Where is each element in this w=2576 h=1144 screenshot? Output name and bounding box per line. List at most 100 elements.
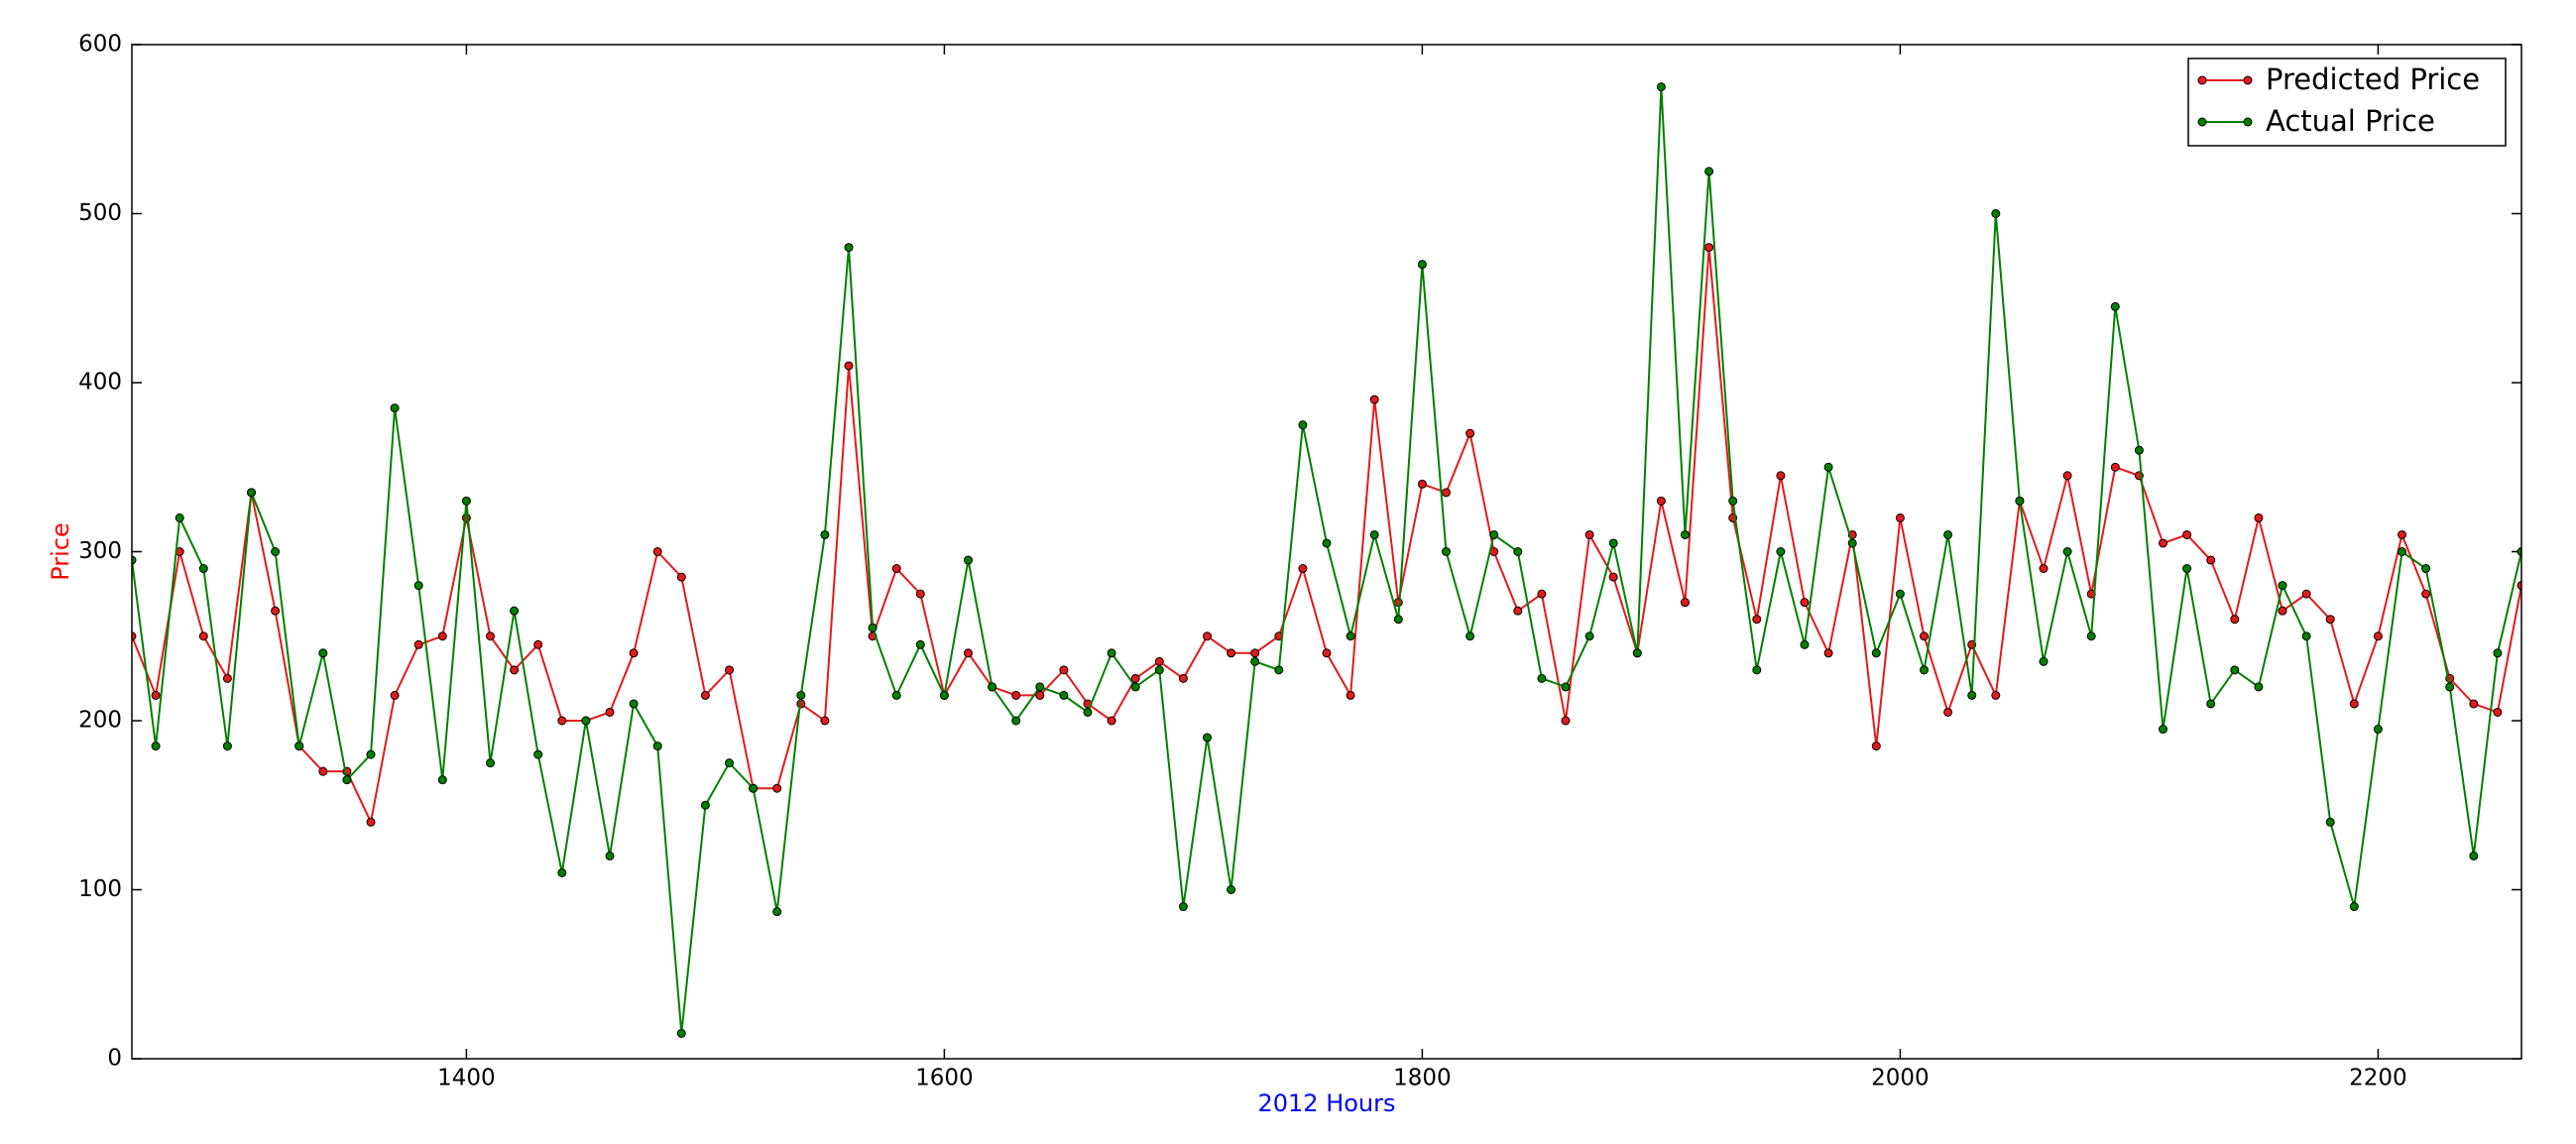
marker — [725, 665, 734, 675]
marker — [1608, 538, 1618, 548]
marker — [1107, 716, 1116, 726]
marker — [132, 631, 137, 641]
marker — [2182, 564, 2192, 574]
marker — [2278, 581, 2287, 591]
marker — [1513, 606, 1523, 616]
marker — [1465, 428, 1475, 438]
legend-marker — [2197, 117, 2207, 127]
marker — [1920, 631, 1929, 641]
marker — [1704, 167, 1714, 176]
marker — [820, 716, 830, 726]
marker — [2039, 564, 2049, 574]
marker — [844, 361, 854, 371]
marker — [2373, 631, 2383, 641]
marker — [1298, 564, 1308, 574]
marker — [1178, 673, 1188, 683]
marker — [629, 648, 639, 658]
y-tick-label: 100 — [78, 876, 122, 902]
marker — [581, 716, 591, 726]
series-line — [132, 86, 2521, 1034]
marker — [1800, 598, 1810, 608]
marker — [1489, 529, 1499, 539]
marker — [1752, 615, 1762, 625]
marker — [1776, 471, 1786, 481]
marker — [318, 766, 328, 776]
marker — [891, 564, 901, 574]
marker — [510, 606, 520, 616]
marker — [939, 690, 949, 700]
marker — [2254, 682, 2264, 692]
marker — [1728, 496, 1738, 506]
marker — [1035, 690, 1045, 700]
marker — [2349, 699, 2359, 709]
marker — [1537, 673, 1547, 683]
marker — [1895, 589, 1905, 599]
marker — [844, 243, 854, 253]
marker — [318, 648, 328, 658]
legend-box — [2187, 57, 2507, 147]
marker — [1298, 420, 1308, 430]
y-tick-label: 200 — [78, 708, 122, 734]
marker — [461, 496, 471, 506]
marker — [2493, 707, 2503, 717]
marker — [2062, 547, 2072, 556]
marker — [486, 631, 495, 641]
plot-frame — [131, 44, 2522, 1060]
marker — [510, 665, 520, 675]
marker — [390, 403, 400, 413]
marker — [1346, 631, 1355, 641]
marker — [413, 639, 423, 649]
marker — [629, 699, 639, 709]
x-tick-label: 2200 — [2349, 1066, 2407, 1091]
marker — [700, 690, 710, 700]
marker — [1059, 690, 1069, 700]
marker — [652, 742, 662, 751]
marker — [2230, 665, 2240, 675]
legend-label: Predicted Price — [2266, 62, 2480, 96]
series — [132, 82, 2521, 1038]
marker — [1465, 631, 1475, 641]
marker — [2110, 462, 2120, 472]
marker — [2254, 513, 2264, 522]
marker — [796, 690, 806, 700]
marker — [1154, 665, 1164, 675]
marker — [1871, 648, 1881, 658]
marker — [2469, 851, 2479, 860]
marker — [198, 631, 208, 641]
y-tick-label: 500 — [78, 200, 122, 226]
marker — [2517, 547, 2521, 556]
marker — [1417, 260, 1427, 270]
marker — [1823, 648, 1833, 658]
marker — [271, 547, 281, 556]
marker — [2421, 564, 2431, 574]
marker — [1227, 648, 1236, 658]
marker — [1943, 529, 1953, 539]
marker — [1322, 648, 1332, 658]
marker — [1513, 547, 1523, 556]
marker — [1393, 615, 1403, 625]
marker — [151, 742, 161, 751]
marker — [2086, 631, 2096, 641]
y-tick-label: 300 — [78, 538, 122, 564]
marker — [2206, 555, 2216, 565]
marker — [1895, 513, 1905, 522]
marker — [1584, 529, 1594, 539]
marker — [1417, 479, 1427, 489]
legend-marker — [2243, 75, 2253, 85]
marker — [533, 639, 543, 649]
marker — [868, 623, 878, 632]
marker — [390, 690, 400, 700]
marker — [1083, 707, 1093, 717]
marker — [271, 606, 281, 616]
marker — [891, 690, 901, 700]
marker — [151, 690, 161, 700]
marker — [533, 749, 543, 759]
marker — [1656, 496, 1666, 506]
marker — [1442, 488, 1451, 498]
marker — [2445, 682, 2455, 692]
marker — [1776, 547, 1786, 556]
marker — [247, 488, 256, 498]
marker — [1011, 716, 1021, 726]
marker — [1967, 690, 1977, 700]
